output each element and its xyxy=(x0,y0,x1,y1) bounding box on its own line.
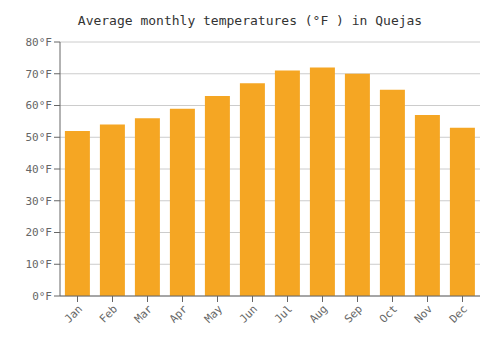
svg-text:Mar: Mar xyxy=(132,302,156,326)
svg-text:Aug: Aug xyxy=(307,302,330,325)
svg-text:30°F: 30°F xyxy=(26,195,53,208)
svg-text:Oct: Oct xyxy=(377,302,400,325)
svg-text:Sep: Sep xyxy=(342,302,365,325)
svg-text:40°F: 40°F xyxy=(26,163,53,176)
svg-text:Jun: Jun xyxy=(237,302,260,325)
svg-text:0°F: 0°F xyxy=(32,290,52,303)
svg-text:Jul: Jul xyxy=(272,302,295,325)
svg-text:60°F: 60°F xyxy=(26,99,53,112)
svg-text:Feb: Feb xyxy=(97,302,120,325)
svg-text:May: May xyxy=(202,302,226,326)
svg-text:Apr: Apr xyxy=(167,302,191,326)
svg-text:80°F: 80°F xyxy=(26,36,53,49)
svg-text:Nov: Nov xyxy=(412,302,436,326)
svg-text:10°F: 10°F xyxy=(26,258,53,271)
html-text:Average monthly temperatures (: Average monthly temperatures (°F ) in Qu… xyxy=(77,13,423,28)
svg-text:50°F: 50°F xyxy=(26,131,53,144)
svg-text:70°F: 70°F xyxy=(26,68,53,81)
svg-text:Dec: Dec xyxy=(447,302,470,325)
svg-text:Jan: Jan xyxy=(62,302,85,325)
svg-text:20°F: 20°F xyxy=(26,226,53,239)
